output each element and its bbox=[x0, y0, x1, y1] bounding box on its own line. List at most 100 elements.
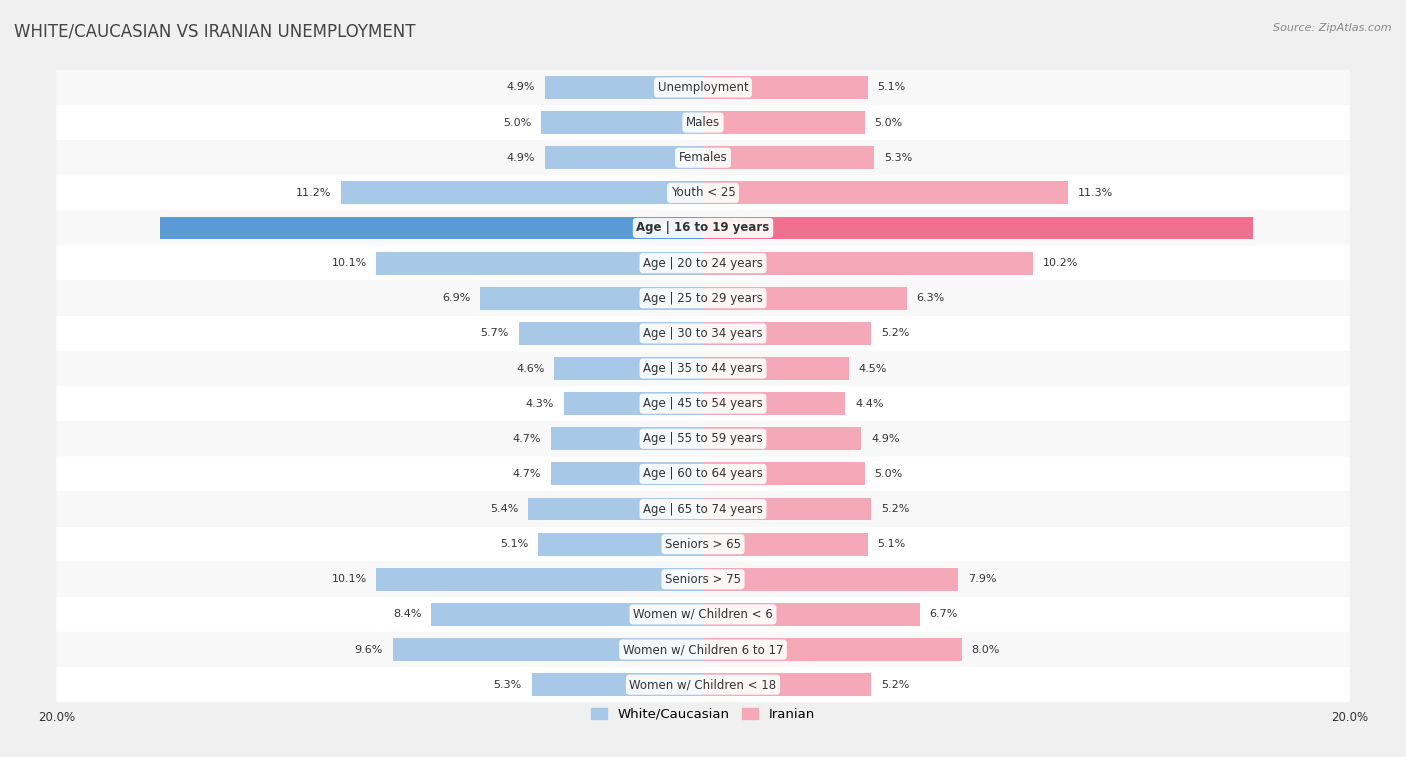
Text: Age | 55 to 59 years: Age | 55 to 59 years bbox=[643, 432, 763, 445]
Text: Source: ZipAtlas.com: Source: ZipAtlas.com bbox=[1274, 23, 1392, 33]
Text: Women w/ Children < 18: Women w/ Children < 18 bbox=[630, 678, 776, 691]
Text: 5.7%: 5.7% bbox=[481, 329, 509, 338]
FancyBboxPatch shape bbox=[56, 421, 1350, 456]
Text: 4.6%: 4.6% bbox=[516, 363, 544, 373]
FancyBboxPatch shape bbox=[56, 316, 1350, 351]
Bar bbox=[703, 673, 872, 696]
Text: 10.1%: 10.1% bbox=[332, 575, 367, 584]
Text: 4.5%: 4.5% bbox=[858, 363, 887, 373]
Text: 5.3%: 5.3% bbox=[884, 153, 912, 163]
FancyBboxPatch shape bbox=[56, 105, 1350, 140]
Bar bbox=[551, 428, 703, 450]
Bar bbox=[703, 357, 849, 380]
FancyBboxPatch shape bbox=[56, 210, 1350, 245]
FancyBboxPatch shape bbox=[56, 667, 1350, 702]
Text: 5.2%: 5.2% bbox=[880, 504, 910, 514]
Text: 5.0%: 5.0% bbox=[503, 117, 531, 128]
Text: Age | 35 to 44 years: Age | 35 to 44 years bbox=[643, 362, 763, 375]
Bar bbox=[544, 76, 703, 99]
Text: 6.3%: 6.3% bbox=[917, 293, 945, 304]
Text: 4.4%: 4.4% bbox=[855, 399, 883, 409]
Bar bbox=[541, 111, 703, 134]
FancyBboxPatch shape bbox=[56, 281, 1350, 316]
Text: Seniors > 65: Seniors > 65 bbox=[665, 537, 741, 550]
Text: 16.8%: 16.8% bbox=[655, 223, 693, 233]
Bar bbox=[531, 673, 703, 696]
Text: Age | 30 to 34 years: Age | 30 to 34 years bbox=[643, 327, 763, 340]
Text: Age | 60 to 64 years: Age | 60 to 64 years bbox=[643, 467, 763, 481]
Text: 5.0%: 5.0% bbox=[875, 469, 903, 479]
Text: Age | 45 to 54 years: Age | 45 to 54 years bbox=[643, 397, 763, 410]
Text: 6.9%: 6.9% bbox=[441, 293, 470, 304]
FancyBboxPatch shape bbox=[56, 386, 1350, 421]
Bar bbox=[519, 322, 703, 344]
Bar bbox=[703, 533, 868, 556]
Bar bbox=[564, 392, 703, 415]
Bar bbox=[703, 497, 872, 521]
Bar bbox=[703, 251, 1033, 275]
Text: 4.9%: 4.9% bbox=[506, 153, 534, 163]
Bar bbox=[377, 568, 703, 590]
Text: 6.7%: 6.7% bbox=[929, 609, 957, 619]
Bar bbox=[703, 182, 1069, 204]
Text: WHITE/CAUCASIAN VS IRANIAN UNEMPLOYMENT: WHITE/CAUCASIAN VS IRANIAN UNEMPLOYMENT bbox=[14, 23, 416, 41]
FancyBboxPatch shape bbox=[56, 176, 1350, 210]
Bar bbox=[703, 463, 865, 485]
FancyBboxPatch shape bbox=[56, 597, 1350, 632]
FancyBboxPatch shape bbox=[56, 562, 1350, 597]
Text: Unemployment: Unemployment bbox=[658, 81, 748, 94]
Text: 10.1%: 10.1% bbox=[332, 258, 367, 268]
Text: 4.9%: 4.9% bbox=[872, 434, 900, 444]
Text: 8.4%: 8.4% bbox=[394, 609, 422, 619]
FancyBboxPatch shape bbox=[56, 456, 1350, 491]
Bar bbox=[703, 568, 959, 590]
Text: 11.2%: 11.2% bbox=[295, 188, 332, 198]
Bar bbox=[538, 533, 703, 556]
Text: Age | 65 to 74 years: Age | 65 to 74 years bbox=[643, 503, 763, 516]
Text: 5.1%: 5.1% bbox=[501, 539, 529, 549]
Bar bbox=[340, 182, 703, 204]
FancyBboxPatch shape bbox=[56, 491, 1350, 527]
Text: 4.9%: 4.9% bbox=[506, 83, 534, 92]
Bar bbox=[703, 638, 962, 661]
Legend: White/Caucasian, Iranian: White/Caucasian, Iranian bbox=[586, 702, 820, 726]
Text: Women w/ Children 6 to 17: Women w/ Children 6 to 17 bbox=[623, 643, 783, 656]
FancyBboxPatch shape bbox=[56, 632, 1350, 667]
Bar bbox=[703, 76, 868, 99]
FancyBboxPatch shape bbox=[56, 140, 1350, 176]
Bar bbox=[703, 322, 872, 344]
Text: Women w/ Children < 6: Women w/ Children < 6 bbox=[633, 608, 773, 621]
Bar bbox=[432, 603, 703, 626]
Bar bbox=[377, 251, 703, 275]
Text: 5.1%: 5.1% bbox=[877, 539, 905, 549]
Bar bbox=[703, 146, 875, 169]
Text: 8.0%: 8.0% bbox=[972, 644, 1000, 655]
FancyBboxPatch shape bbox=[56, 527, 1350, 562]
FancyBboxPatch shape bbox=[56, 70, 1350, 105]
Text: 5.3%: 5.3% bbox=[494, 680, 522, 690]
Text: 9.6%: 9.6% bbox=[354, 644, 382, 655]
Bar bbox=[551, 463, 703, 485]
Bar bbox=[703, 217, 1253, 239]
Bar bbox=[160, 217, 703, 239]
Text: 4.3%: 4.3% bbox=[526, 399, 554, 409]
Bar bbox=[544, 146, 703, 169]
Text: 7.9%: 7.9% bbox=[969, 575, 997, 584]
Text: 5.2%: 5.2% bbox=[880, 680, 910, 690]
Text: 4.7%: 4.7% bbox=[513, 434, 541, 444]
Text: 11.3%: 11.3% bbox=[1078, 188, 1114, 198]
Text: 4.7%: 4.7% bbox=[513, 469, 541, 479]
Bar bbox=[479, 287, 703, 310]
Bar bbox=[703, 428, 862, 450]
Bar bbox=[703, 287, 907, 310]
Text: Age | 16 to 19 years: Age | 16 to 19 years bbox=[637, 222, 769, 235]
Bar bbox=[703, 392, 845, 415]
Text: Age | 20 to 24 years: Age | 20 to 24 years bbox=[643, 257, 763, 269]
Bar bbox=[529, 497, 703, 521]
Text: Males: Males bbox=[686, 116, 720, 129]
Text: Age | 25 to 29 years: Age | 25 to 29 years bbox=[643, 291, 763, 305]
FancyBboxPatch shape bbox=[56, 245, 1350, 281]
Bar bbox=[703, 111, 865, 134]
Text: 5.2%: 5.2% bbox=[880, 329, 910, 338]
Text: 17.0%: 17.0% bbox=[713, 223, 751, 233]
